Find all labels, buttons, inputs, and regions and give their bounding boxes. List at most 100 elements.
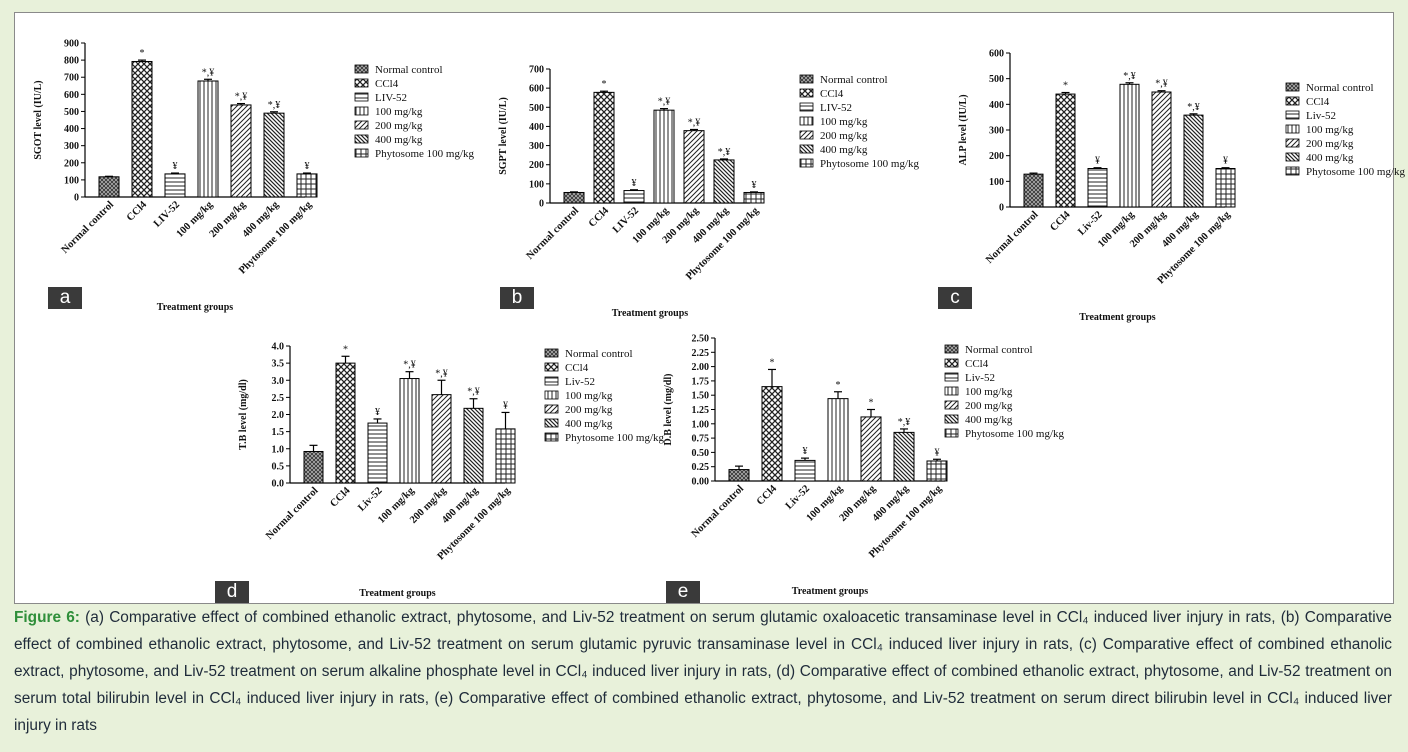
y-tick-label: 1.00 bbox=[692, 419, 710, 430]
x-category-label: Liv-52 bbox=[784, 483, 812, 511]
legend-swatch bbox=[354, 78, 369, 88]
legend-swatch bbox=[544, 418, 559, 428]
legend-label: LIV-52 bbox=[375, 92, 407, 104]
x-category-label: LIV-52 bbox=[152, 199, 182, 229]
legend-swatch bbox=[544, 390, 559, 400]
y-tick-label: 4.0 bbox=[272, 342, 285, 353]
x-category-label: CCl4 bbox=[328, 485, 353, 510]
significance-marker: *,¥ bbox=[688, 117, 701, 128]
bar-4 bbox=[860, 416, 882, 482]
significance-marker: ¥ bbox=[935, 447, 940, 458]
significance-marker: ¥ bbox=[503, 400, 508, 411]
caption-text: (a) Comparative effect of combined ethan… bbox=[14, 609, 1392, 734]
y-tick-label: 100 bbox=[529, 179, 544, 190]
y-tick-label: 0.0 bbox=[272, 479, 285, 490]
legend-label: Normal control bbox=[565, 348, 633, 360]
y-tick-label: 800 bbox=[64, 56, 79, 67]
y-tick-label: 2.0 bbox=[272, 410, 285, 421]
y-tick-label: 600 bbox=[529, 84, 544, 95]
significance-marker: *,¥ bbox=[467, 387, 480, 398]
panel-letter-d: d bbox=[215, 581, 249, 603]
legend-swatch bbox=[944, 414, 959, 424]
legend-label: 400 mg/kg bbox=[1306, 152, 1354, 164]
legend-swatch bbox=[799, 74, 814, 84]
significance-marker: * bbox=[343, 344, 348, 355]
legend-label: CCl4 bbox=[565, 362, 589, 374]
legend-label: 400 mg/kg bbox=[375, 134, 423, 146]
bar-4 bbox=[431, 394, 452, 484]
legend-swatch bbox=[1285, 152, 1300, 162]
significance-marker: *,¥ bbox=[1187, 102, 1200, 113]
significance-marker: *,¥ bbox=[1155, 79, 1168, 90]
bar-2 bbox=[164, 173, 186, 198]
significance-marker: * bbox=[602, 79, 607, 90]
legend-label: 100 mg/kg bbox=[1306, 124, 1354, 136]
y-tick-label: 0.50 bbox=[692, 448, 710, 459]
bar-3 bbox=[399, 378, 420, 484]
caption-label: Figure 6: bbox=[14, 609, 80, 626]
x-axis-title: Treatment groups bbox=[1079, 312, 1155, 323]
legend-swatch bbox=[1285, 110, 1300, 120]
significance-marker: ¥ bbox=[173, 161, 178, 172]
bar-1 bbox=[593, 91, 615, 204]
legend-label: 100 mg/kg bbox=[965, 386, 1013, 398]
x-axis-title: Treatment groups bbox=[359, 588, 435, 599]
legend-swatch bbox=[1285, 96, 1300, 106]
y-axis-title: D.B level (mg/dl) bbox=[663, 374, 674, 446]
legend-swatch bbox=[1285, 124, 1300, 134]
legend-label: Normal control bbox=[820, 74, 888, 86]
legend-swatch bbox=[1285, 82, 1300, 92]
legend-label: Normal control bbox=[375, 64, 443, 76]
legend-label: 400 mg/kg bbox=[965, 414, 1013, 426]
legend-label: 400 mg/kg bbox=[565, 418, 613, 430]
legend-label: Liv-52 bbox=[565, 376, 595, 388]
legend-swatch bbox=[544, 404, 559, 414]
legend-swatch bbox=[799, 88, 814, 98]
legend-label: CCl4 bbox=[965, 358, 989, 370]
x-category-label: Normal control bbox=[690, 483, 747, 540]
x-category-label: Liv-52 bbox=[356, 485, 384, 513]
legend-label: Phytosome 100 mg/kg bbox=[565, 432, 665, 444]
bar-6 bbox=[495, 428, 516, 484]
y-tick-label: 0 bbox=[74, 193, 79, 204]
significance-marker: *,¥ bbox=[1123, 71, 1136, 82]
bar-4 bbox=[230, 104, 252, 198]
bar-0 bbox=[728, 469, 750, 482]
bar-1 bbox=[335, 362, 356, 484]
legend-label: 100 mg/kg bbox=[820, 116, 868, 128]
legend-label: Phytosome 100 mg/kg bbox=[820, 158, 920, 170]
y-tick-label: 1.5 bbox=[272, 427, 285, 438]
bar-0 bbox=[98, 176, 120, 198]
significance-marker: *,¥ bbox=[898, 417, 911, 428]
legend-swatch bbox=[544, 348, 559, 358]
significance-marker: *,¥ bbox=[658, 97, 671, 108]
legend-swatch bbox=[354, 120, 369, 130]
x-category-label: Normal control bbox=[984, 209, 1041, 266]
legend-swatch bbox=[544, 376, 559, 386]
significance-marker: ¥ bbox=[632, 178, 637, 189]
y-axis-title: SGPT level (IU/L) bbox=[498, 97, 509, 175]
legend-label: CCl4 bbox=[820, 88, 844, 100]
y-tick-label: 200 bbox=[989, 151, 1004, 162]
y-tick-label: 3.5 bbox=[272, 359, 285, 370]
bar-6 bbox=[296, 173, 318, 198]
y-tick-label: 0 bbox=[539, 199, 544, 210]
legend-label: Phytosome 100 mg/kg bbox=[1306, 166, 1406, 178]
legend-swatch bbox=[799, 130, 814, 140]
legend-swatch bbox=[944, 400, 959, 410]
legend-swatch bbox=[799, 144, 814, 154]
significance-marker: * bbox=[836, 380, 841, 391]
y-tick-label: 2.00 bbox=[692, 362, 710, 373]
y-tick-label: 300 bbox=[529, 141, 544, 152]
bar-5 bbox=[263, 112, 285, 198]
x-category-label: CCl4 bbox=[125, 199, 150, 224]
y-tick-label: 1.25 bbox=[692, 405, 710, 416]
figure-caption: Figure 6: (a) Comparative effect of comb… bbox=[14, 604, 1392, 739]
bar-1 bbox=[131, 60, 153, 198]
significance-marker: * bbox=[140, 48, 145, 59]
legend-swatch bbox=[799, 116, 814, 126]
x-category-label: CCl4 bbox=[755, 483, 780, 508]
legend-label: 200 mg/kg bbox=[820, 130, 868, 142]
legend-label: Liv-52 bbox=[1306, 110, 1336, 122]
legend-swatch bbox=[1285, 138, 1300, 148]
